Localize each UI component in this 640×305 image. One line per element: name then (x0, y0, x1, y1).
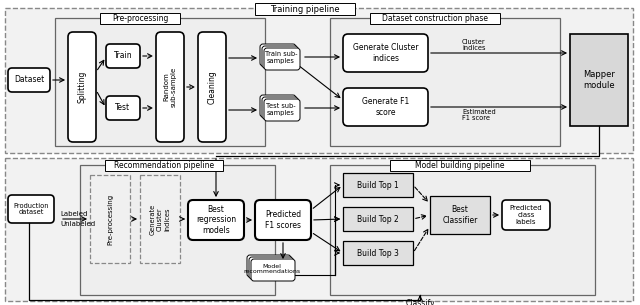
Text: Pre-processing: Pre-processing (107, 193, 113, 245)
FancyBboxPatch shape (106, 44, 140, 68)
Text: Best
Classifier: Best Classifier (442, 205, 477, 225)
Text: Dataset: Dataset (14, 76, 44, 84)
FancyBboxPatch shape (255, 200, 311, 240)
Text: Generate
Cluster
Indices: Generate Cluster Indices (150, 203, 170, 235)
Bar (330, 18, 560, 146)
Text: Build Top 1: Build Top 1 (357, 181, 399, 189)
Text: Model
recommendations: Model recommendations (243, 264, 301, 274)
Text: Test sub-
samples: Test sub- samples (266, 102, 296, 116)
Text: Model building pipeline: Model building pipeline (415, 161, 505, 170)
Bar (430, 196, 490, 234)
Text: Mapper
module: Mapper module (583, 70, 615, 90)
Bar (343, 173, 413, 197)
Text: Predicted
F1 scores: Predicted F1 scores (265, 210, 301, 230)
Text: Recommendation pipeline: Recommendation pipeline (114, 161, 214, 170)
Bar (80, 165, 275, 295)
FancyBboxPatch shape (262, 97, 298, 119)
Text: Cleaning: Cleaning (207, 70, 216, 104)
Text: Best
regression
models: Best regression models (196, 205, 236, 235)
Text: Train: Train (114, 52, 132, 60)
FancyBboxPatch shape (260, 44, 296, 66)
FancyBboxPatch shape (156, 32, 184, 142)
Bar (570, 34, 628, 126)
FancyBboxPatch shape (106, 96, 140, 120)
Text: Classify: Classify (405, 299, 435, 305)
Text: Generate F1
score: Generate F1 score (362, 97, 409, 117)
Bar (390, 160, 530, 171)
Bar (330, 165, 595, 295)
Text: Train sub-
samples: Train sub- samples (265, 52, 297, 64)
Bar (343, 207, 413, 231)
FancyBboxPatch shape (260, 95, 296, 117)
FancyBboxPatch shape (262, 46, 298, 68)
Bar (5, 158, 633, 301)
Text: Generate Cluster
indices: Generate Cluster indices (353, 43, 419, 63)
Text: Random
sub-sample: Random sub-sample (163, 67, 177, 107)
FancyBboxPatch shape (249, 257, 293, 279)
Text: Pre-processing: Pre-processing (112, 14, 168, 23)
FancyBboxPatch shape (264, 48, 300, 70)
Text: Dataset construction phase: Dataset construction phase (382, 14, 488, 23)
Text: Cluster
indices: Cluster indices (462, 38, 486, 52)
Bar (370, 13, 500, 24)
Text: Unlabeled: Unlabeled (60, 221, 95, 227)
Text: Production
dataset: Production dataset (13, 203, 49, 216)
FancyBboxPatch shape (343, 34, 428, 72)
FancyBboxPatch shape (188, 200, 244, 240)
Bar (100, 13, 180, 24)
FancyBboxPatch shape (8, 68, 50, 92)
FancyBboxPatch shape (68, 32, 96, 142)
Text: Labeled: Labeled (60, 211, 88, 217)
Bar (90, 175, 130, 263)
Bar (255, 3, 355, 15)
FancyBboxPatch shape (247, 255, 291, 277)
Bar (343, 241, 413, 265)
Text: Build Top 3: Build Top 3 (357, 249, 399, 257)
FancyBboxPatch shape (8, 195, 54, 223)
Text: Predicted
class
labels: Predicted class labels (509, 205, 542, 225)
Text: Training pipeline: Training pipeline (270, 5, 340, 13)
Bar (55, 18, 265, 146)
Text: Build Top 2: Build Top 2 (357, 214, 399, 224)
Text: Test: Test (115, 103, 131, 113)
Text: Estimated
F1 score: Estimated F1 score (462, 109, 496, 121)
FancyBboxPatch shape (198, 32, 226, 142)
FancyBboxPatch shape (343, 88, 428, 126)
Bar (140, 175, 180, 263)
FancyBboxPatch shape (251, 259, 295, 281)
Text: Splitting: Splitting (77, 71, 86, 103)
FancyBboxPatch shape (264, 99, 300, 121)
Bar (5, 8, 633, 153)
Bar (105, 160, 223, 171)
FancyBboxPatch shape (502, 200, 550, 230)
